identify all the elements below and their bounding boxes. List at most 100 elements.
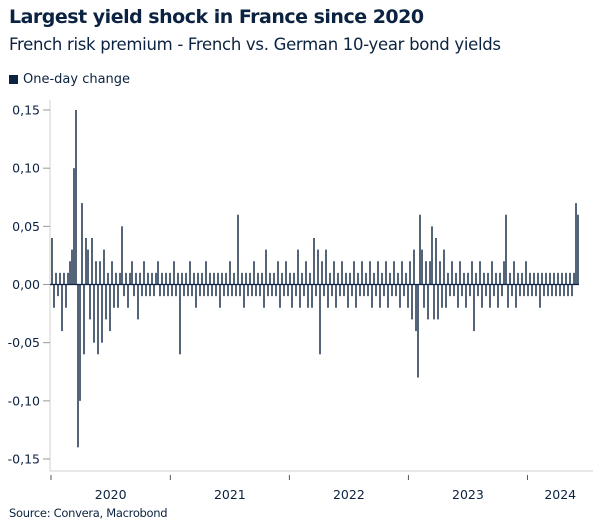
bar <box>387 284 389 308</box>
bar <box>427 284 429 320</box>
bar <box>195 284 197 308</box>
bar <box>429 261 431 285</box>
bar <box>127 284 129 308</box>
bar <box>243 284 245 308</box>
bar <box>257 272 259 285</box>
bar <box>555 284 557 297</box>
bar <box>545 272 547 285</box>
bar <box>373 272 375 285</box>
bar <box>519 284 521 297</box>
bar <box>377 261 379 285</box>
x-tick-label: 2023 <box>452 487 484 502</box>
bar <box>309 272 311 285</box>
bar <box>407 284 409 308</box>
bar <box>179 284 181 355</box>
bar <box>343 284 345 297</box>
bar <box>547 284 549 297</box>
bar <box>515 284 517 308</box>
bar <box>65 284 67 308</box>
bar <box>509 272 511 285</box>
bar <box>327 284 329 308</box>
bar <box>101 284 103 343</box>
bar <box>443 249 445 285</box>
bar <box>467 272 469 285</box>
bar <box>151 272 153 285</box>
bar <box>341 261 343 285</box>
bar <box>275 284 277 297</box>
bar <box>77 284 79 448</box>
bar <box>95 261 97 285</box>
bar <box>437 284 439 320</box>
bar <box>525 261 527 285</box>
bar <box>333 261 335 285</box>
bar <box>359 284 361 297</box>
bar <box>279 284 281 308</box>
bar <box>185 272 187 285</box>
bar <box>173 261 175 285</box>
bar <box>237 214 239 285</box>
bar <box>135 272 137 285</box>
bar <box>449 284 451 297</box>
y-tick-label: -0,15 <box>8 452 40 467</box>
bar <box>291 284 293 308</box>
bar <box>339 284 341 297</box>
bar <box>223 284 225 297</box>
bar <box>523 284 525 297</box>
bar <box>247 284 249 297</box>
bar <box>453 284 455 297</box>
bar <box>487 272 489 285</box>
bar <box>345 272 347 285</box>
bar <box>289 272 291 285</box>
bar <box>479 261 481 285</box>
bar <box>575 203 577 285</box>
bar <box>145 284 147 297</box>
bar <box>441 284 443 308</box>
bar <box>423 284 425 308</box>
bar <box>193 272 195 285</box>
bar <box>239 284 241 297</box>
bar <box>493 284 495 297</box>
bar <box>181 272 183 285</box>
bar <box>215 284 217 297</box>
bar <box>107 272 109 285</box>
bar <box>267 284 269 297</box>
bar <box>305 261 307 285</box>
bar <box>465 284 467 308</box>
bar <box>445 284 447 308</box>
legend: One-day change <box>9 72 130 87</box>
bar <box>245 272 247 285</box>
bar <box>159 284 161 297</box>
bar <box>109 284 111 332</box>
bar <box>503 261 505 285</box>
bar <box>355 284 357 308</box>
bar <box>389 272 391 285</box>
bar <box>311 284 313 308</box>
bar <box>79 284 81 401</box>
bar <box>295 284 297 297</box>
y-tick-label: 0,00 <box>12 277 40 292</box>
bar <box>235 284 237 297</box>
bar <box>383 284 385 297</box>
bar <box>129 272 131 285</box>
bar <box>461 284 463 297</box>
bar <box>415 284 417 332</box>
bar <box>557 272 559 285</box>
bar <box>307 284 309 308</box>
bar <box>201 272 203 285</box>
bar <box>299 284 301 308</box>
bar <box>197 272 199 285</box>
bar <box>187 284 189 297</box>
bar <box>171 284 173 297</box>
y-tick-label: 0,15 <box>12 103 40 118</box>
bar <box>577 214 579 285</box>
bar <box>399 284 401 308</box>
y-tick-label: 0,10 <box>12 161 40 176</box>
bar <box>319 284 321 355</box>
bar <box>459 261 461 285</box>
bar <box>447 272 449 285</box>
x-tick-label: 2024 <box>544 487 576 502</box>
bar <box>259 284 261 297</box>
bar <box>125 272 127 285</box>
bar <box>321 261 323 285</box>
bar <box>431 226 433 285</box>
